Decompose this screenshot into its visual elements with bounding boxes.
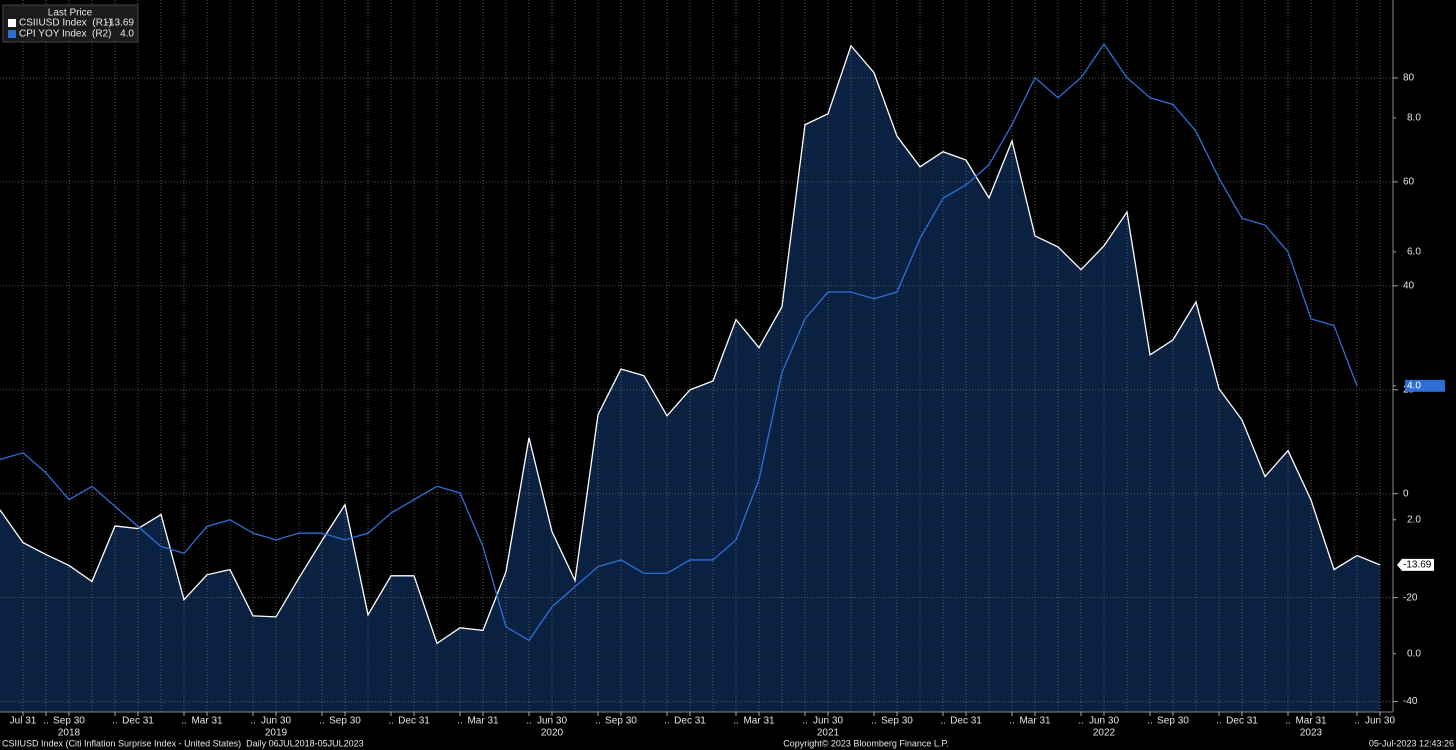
line xyxy=(0,44,1381,645)
legend-title: Last Price xyxy=(48,8,93,19)
legend-value: 4.0 xyxy=(120,29,134,40)
x-tick-label: Mar 31 xyxy=(467,716,499,727)
y2-tick-label: 8.0 xyxy=(1407,113,1421,124)
x-tick-label: .. xyxy=(1354,716,1360,727)
year-label: 2023 xyxy=(1300,728,1323,739)
area xyxy=(0,45,1380,712)
x-tick-label: Mar 31 xyxy=(1295,716,1327,727)
y-tick-label: -20 xyxy=(1403,592,1418,603)
x-tick-label: Jun 30 xyxy=(1089,716,1119,727)
last-value-label: -13.69 xyxy=(1403,560,1432,571)
x-tick-label: .. xyxy=(1285,716,1291,727)
x-tick-label: Jun 30 xyxy=(813,716,843,727)
x-tick-label: .. xyxy=(181,716,187,727)
last-value-tag xyxy=(1405,379,1445,392)
year-label: 2020 xyxy=(541,728,564,739)
x-tick-label: .. xyxy=(526,716,532,727)
legend-label: CPI YOY Index (R2) xyxy=(19,29,111,40)
legend-label: CSIIUSD Index (R1) xyxy=(19,18,112,29)
x-tick-label: Sep 30 xyxy=(605,716,637,727)
x-tick-label: .. xyxy=(1078,716,1084,727)
x-tick-label: Dec 31 xyxy=(950,716,982,727)
x-tick-label: Dec 31 xyxy=(674,716,706,727)
last-value-label: 4.0 xyxy=(1407,380,1421,391)
y-tick-label: -40 xyxy=(1403,696,1418,707)
x-tick-label: .. xyxy=(388,716,394,727)
legend-box xyxy=(2,4,139,43)
x-tick-label: Jul 31 xyxy=(10,716,37,727)
x-tick-label: .. xyxy=(1147,716,1153,727)
x-tick-label: .. xyxy=(940,716,946,727)
x-tick-label: .. xyxy=(1216,716,1222,727)
x-tick-label: .. xyxy=(112,716,118,727)
x-tick-label: .. xyxy=(871,716,877,727)
x-tick-label: .. xyxy=(43,716,49,727)
x-tick-label: .. xyxy=(250,716,256,727)
x-tick-label: Dec 31 xyxy=(398,716,430,727)
y2-tick-label: 0.0 xyxy=(1407,648,1421,659)
footer-left: CSIIUSD Index (Citi Inflation Surprise I… xyxy=(2,738,364,748)
x-tick-label: Sep 30 xyxy=(329,716,361,727)
x-tick-label: Dec 31 xyxy=(122,716,154,727)
x-tick-label: .. xyxy=(1009,716,1015,727)
y-tick-label: 60 xyxy=(1403,177,1415,188)
footer-center: Copyright© 2023 Bloomberg Finance L.P. xyxy=(783,738,949,748)
y2-tick-label: 2.0 xyxy=(1407,514,1421,525)
y-tick-label: 80 xyxy=(1403,73,1415,84)
y-tick-label: 0 xyxy=(1403,488,1409,499)
footer-right: 05-Jul-2023 12:43:26 xyxy=(1369,738,1454,748)
x-tick-label: Sep 30 xyxy=(1157,716,1189,727)
x-tick-label: Mar 31 xyxy=(1019,716,1051,727)
x-tick-label: Sep 30 xyxy=(881,716,913,727)
x-tick-label: Dec 31 xyxy=(1226,716,1258,727)
year-label: 2018 xyxy=(58,728,81,739)
legend-swatch xyxy=(8,30,16,38)
year-label: 2022 xyxy=(1093,728,1116,739)
x-tick-label: Jun 30 xyxy=(537,716,567,727)
x-tick-label: .. xyxy=(802,716,808,727)
legend-value: -13.69 xyxy=(106,18,135,29)
year-label: 2021 xyxy=(817,728,840,739)
legend-swatch xyxy=(8,19,16,27)
x-tick-label: Jun 30 xyxy=(1365,716,1395,727)
x-tick-label: .. xyxy=(595,716,601,727)
x-tick-label: Sep 30 xyxy=(53,716,85,727)
x-tick-label: .. xyxy=(457,716,463,727)
x-tick-label: .. xyxy=(664,716,670,727)
x-tick-label: Mar 31 xyxy=(191,716,223,727)
last-value-tag xyxy=(1397,558,1434,571)
line xyxy=(0,43,1358,642)
year-label: 2019 xyxy=(265,728,288,739)
x-tick-label: Mar 31 xyxy=(743,716,775,727)
y-tick-label: 40 xyxy=(1403,280,1415,291)
x-tick-label: .. xyxy=(319,716,325,727)
y2-tick-label: 6.0 xyxy=(1407,246,1421,257)
x-tick-label: .. xyxy=(733,716,739,727)
x-tick-label: Jun 30 xyxy=(261,716,291,727)
